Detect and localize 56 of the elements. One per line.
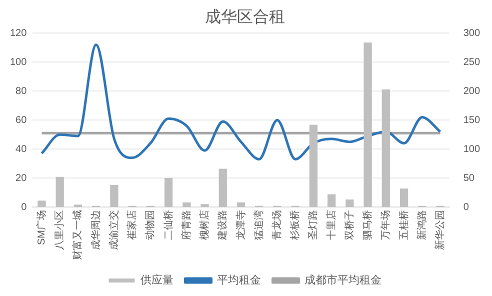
- x-tick-label: 杉板桥: [289, 210, 302, 241]
- x-tick-label: 崔家店: [126, 210, 138, 240]
- x-tick-label: 成渝立交: [108, 210, 120, 250]
- x-tick-label: 圣灯路: [307, 210, 320, 240]
- bar: [56, 176, 64, 207]
- y-tick-label: 120: [10, 28, 28, 39]
- bar: [236, 202, 246, 207]
- x-tick-label: 龙潭寺: [234, 210, 247, 240]
- x-tick-label: 猛追湾: [252, 210, 265, 240]
- x-tick-label: 新华公园: [434, 210, 446, 250]
- x-tick-label: 驷马桥: [362, 210, 374, 240]
- y-tick-label: 40: [16, 144, 28, 155]
- y-tick-label: 100: [10, 56, 28, 68]
- x-tick-label: SM广场: [35, 210, 48, 245]
- bar: [382, 89, 390, 207]
- bar: [164, 178, 173, 207]
- x-tick-label: 槐树店: [198, 210, 211, 240]
- x-tick-label: 建设路: [216, 210, 229, 241]
- x-tick-label: 新鸿路: [416, 210, 428, 240]
- bar: [182, 202, 191, 207]
- y2-tick-label: 150: [463, 114, 480, 126]
- bar: [346, 199, 354, 207]
- legend-label: 平均租金: [216, 274, 261, 287]
- y-tick-label: 20: [16, 172, 28, 184]
- bar: [327, 194, 336, 207]
- x-tick-label: 动物园: [145, 210, 156, 240]
- y-tick-label: 0: [21, 202, 28, 213]
- x-tick-label: 双桥子: [343, 210, 356, 240]
- y2-tick-label: 50: [463, 172, 475, 184]
- y2-tick-label: 0: [463, 202, 470, 213]
- y2-tick-label: 250: [463, 56, 480, 68]
- line-series: [40, 44, 442, 160]
- legend-label: 成都市平均租金: [304, 274, 382, 287]
- x-tick-label: 府青路: [180, 210, 192, 240]
- chart-title: 成华区合租: [205, 8, 285, 26]
- bar: [110, 184, 118, 207]
- x-tick-label: 十里店: [325, 210, 338, 240]
- bar: [364, 42, 372, 207]
- x-tick-label: 成华周边: [90, 210, 102, 250]
- bar: [309, 124, 318, 207]
- bar: [218, 168, 227, 207]
- y-tick-label: 80: [16, 86, 28, 97]
- x-tick-label: 万年场: [380, 210, 392, 240]
- x-tick-label: 财富又一城: [72, 210, 84, 260]
- x-tick-label: 八里小区: [54, 210, 66, 250]
- y2-tick-label: 300: [463, 28, 480, 39]
- y2-tick-label: 100: [463, 144, 480, 155]
- bar: [400, 188, 408, 207]
- bar: [200, 204, 209, 207]
- x-tick-label: 二仙桥: [162, 210, 174, 240]
- y2-tick-label: 200: [463, 86, 480, 97]
- legend-label: 供应量: [140, 274, 174, 287]
- y-tick-label: 60: [16, 114, 28, 126]
- bar: [38, 200, 46, 207]
- x-tick-label: 五桂桥: [398, 210, 410, 240]
- x-tick-label: 青龙场: [270, 210, 283, 240]
